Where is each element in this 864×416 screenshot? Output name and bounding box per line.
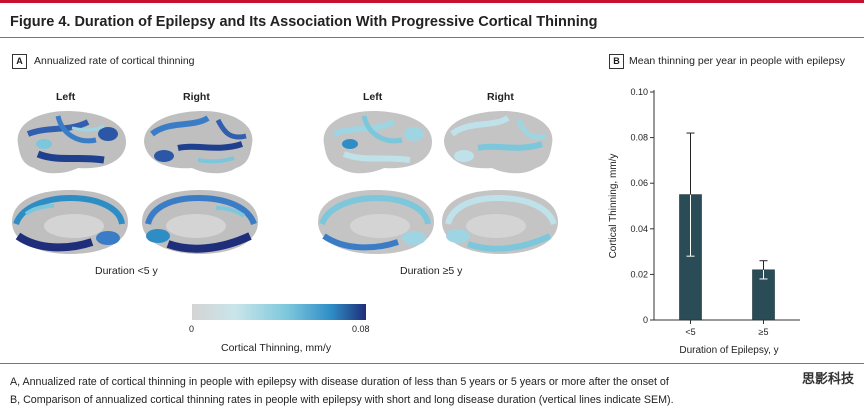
brain-lateral-right-short xyxy=(144,110,253,174)
x-tick-label: ≥5 xyxy=(759,327,769,337)
y-tick-label: 0.02 xyxy=(630,269,648,279)
title-divider xyxy=(0,37,864,38)
y-tick-label: 0.04 xyxy=(630,224,648,234)
bar-chart: 0 0.02 0.04 0.06 0.08 0.10 Cortical Thinning, … xyxy=(608,87,800,356)
group1-duration-label: Duration <5 y xyxy=(95,265,158,277)
group2-right-label: Right xyxy=(487,91,514,103)
colorbar-min-label: 0 xyxy=(189,324,195,334)
brain-lateral-left-long xyxy=(323,110,432,174)
brain-medial-left-long xyxy=(318,190,434,254)
panel-a-tag: A xyxy=(12,54,27,69)
y-axis-label: Cortical Thinning, mm/y xyxy=(608,154,619,259)
group1-right-label: Right xyxy=(183,91,210,103)
brain-lateral-right-long xyxy=(444,110,553,174)
y-tick-label: 0 xyxy=(643,315,648,325)
y-tick-label: 0.08 xyxy=(630,133,648,143)
panel-b-tag: B xyxy=(609,54,624,69)
brain-medial-right-long xyxy=(442,190,558,254)
panel-b-title: Mean thinning per year in people with ep… xyxy=(629,55,845,67)
brain-medial-left-short xyxy=(12,190,128,254)
group2-left-label: Left xyxy=(363,91,383,103)
caption-divider xyxy=(0,363,864,364)
y-tick-label: 0.10 xyxy=(630,87,648,97)
colorbar-max-label: 0.08 xyxy=(352,324,370,334)
x-tick-label: <5 xyxy=(685,327,695,337)
group1-left-label: Left xyxy=(56,91,76,103)
top-accent-rule xyxy=(0,0,864,3)
caption-b: B, Comparison of annualized cortical thi… xyxy=(10,394,674,406)
figure-title: Figure 4. Duration of Epilepsy and Its A… xyxy=(10,14,598,30)
panel-a-title: Annualized rate of cortical thinning xyxy=(34,55,195,67)
caption-a: A, Annualized rate of cortical thinning … xyxy=(10,376,669,388)
x-axis-label: Duration of Epilepsy, y xyxy=(679,345,778,356)
watermark: 思影科技 xyxy=(801,371,854,386)
brain-lateral-left-short xyxy=(17,110,126,174)
colorbar-label: Cortical Thinning, mm/y xyxy=(221,342,332,354)
brain-medial-right-short xyxy=(142,190,258,254)
y-tick-label: 0.06 xyxy=(630,178,648,188)
colorbar xyxy=(192,304,366,320)
group2-duration-label: Duration ≥5 y xyxy=(400,265,463,277)
